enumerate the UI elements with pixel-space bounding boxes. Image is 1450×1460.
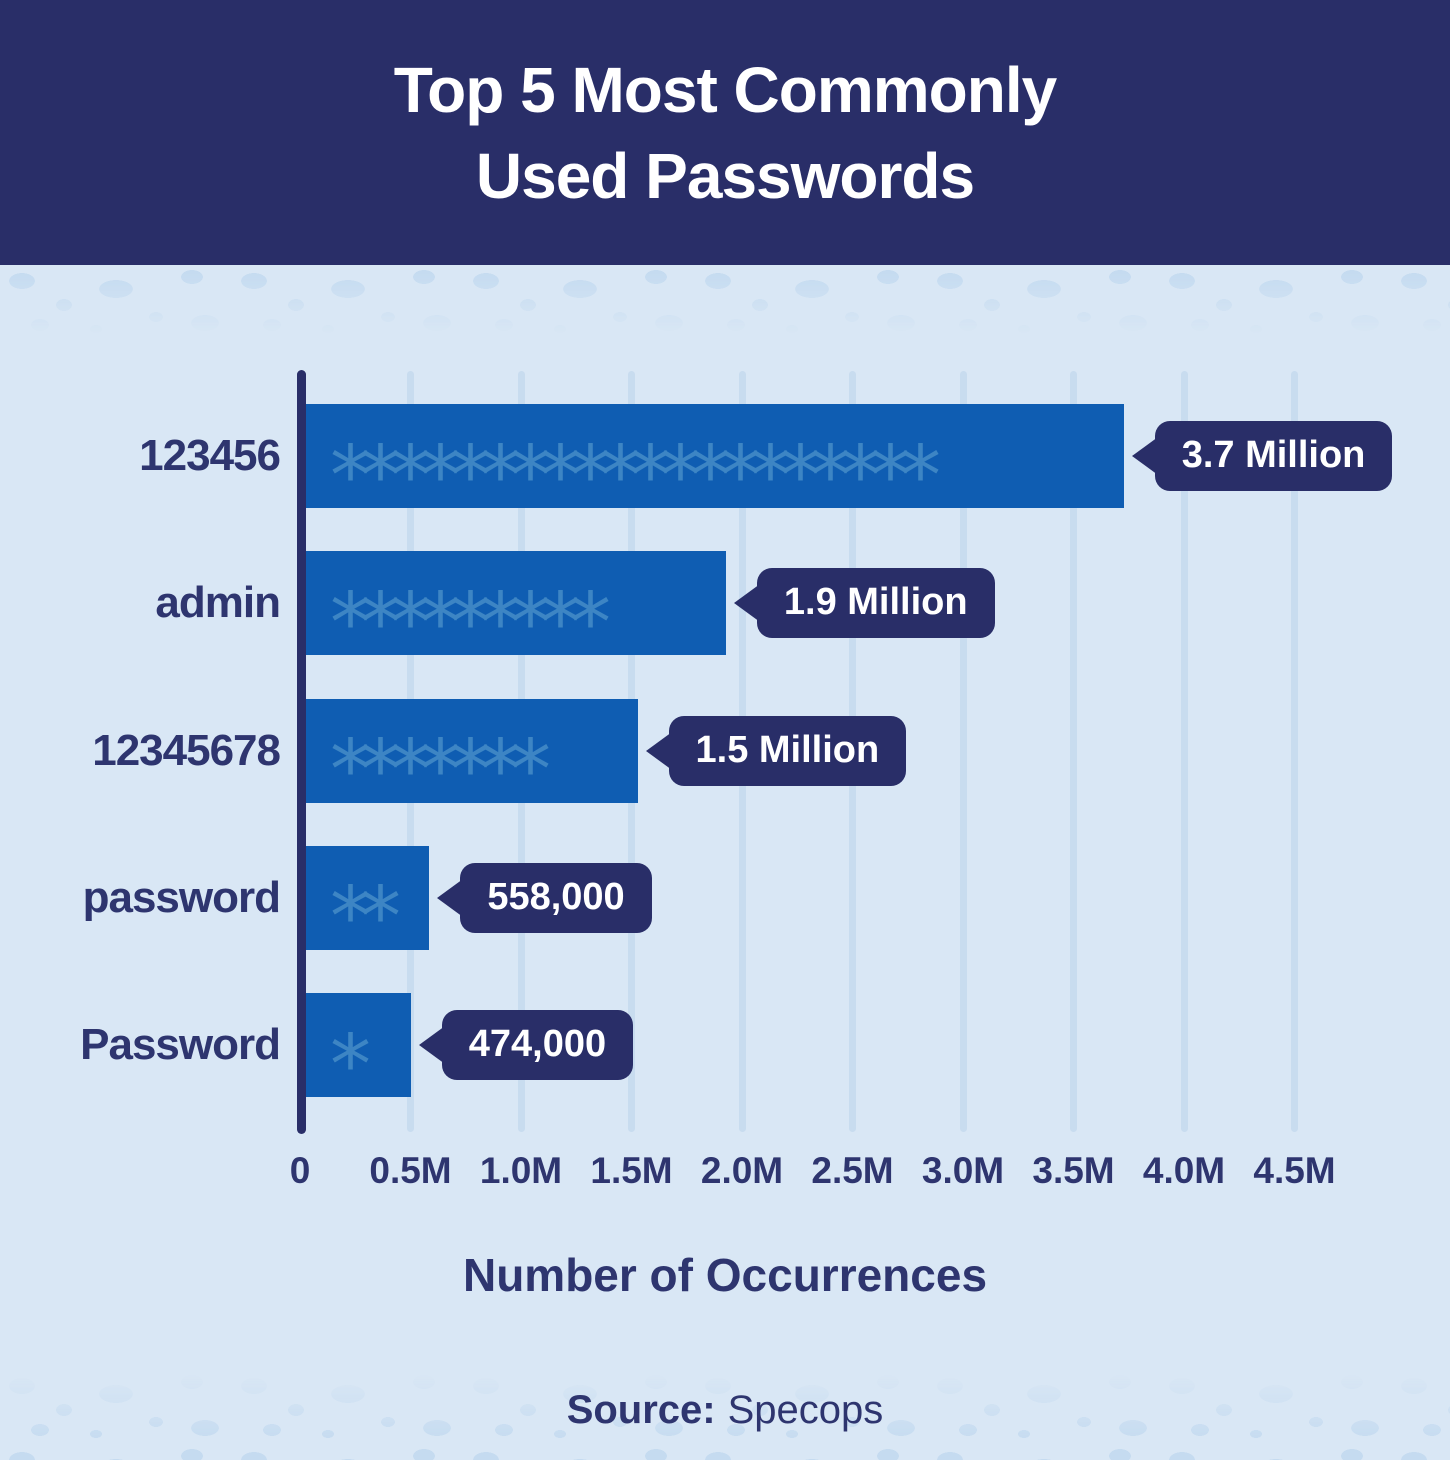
category-label: password [82, 872, 281, 922]
value-callout: 474,000 [418, 1010, 634, 1080]
x-tick-label: 3.5M [1032, 1150, 1115, 1191]
header-banner: Top 5 Most Commonly Used Passwords [0, 0, 1450, 265]
value-label: 558,000 [460, 862, 652, 933]
password-mask-asterisks: ** [330, 870, 401, 950]
x-tick-label: 2.5M [811, 1150, 894, 1191]
x-axis-title: Number of Occurrences [462, 1249, 988, 1301]
value-label: 1.5 Million [668, 715, 907, 786]
value-label: 3.7 Million [1154, 421, 1393, 491]
bar: ******************** [306, 404, 1124, 508]
value-label: 1.9 Million [756, 568, 995, 639]
x-tick-label: 1.5M [590, 1150, 673, 1191]
x-tick-label: 0 [289, 1150, 311, 1191]
grid-line [1291, 371, 1298, 1132]
x-tick-label: 2.0M [700, 1150, 784, 1191]
callout-arrow-icon [645, 731, 672, 770]
callout-arrow-icon [1131, 437, 1158, 475]
y-axis-line [297, 370, 306, 1134]
password-mask-asterisks: * [330, 1017, 371, 1098]
grid-line [1070, 371, 1077, 1132]
source-label: Source: [566, 1388, 716, 1432]
chart-title: Top 5 Most Commonly Used Passwords [393, 47, 1057, 219]
bar-row: 12345678 ******* 1.5 Million [0, 698, 1450, 803]
bar-row: Password * 474,000 [0, 993, 1450, 1097]
value-callout: 1.5 Million [645, 715, 907, 786]
value-callout: 558,000 [437, 862, 652, 933]
x-tick-label: 0.5M [369, 1150, 452, 1191]
bar-row: password ** 558,000 [0, 845, 1450, 950]
callout-arrow-icon [733, 584, 760, 623]
bar: ** [306, 845, 430, 950]
callout-arrow-icon [437, 878, 464, 917]
bar: ******* [306, 698, 638, 803]
value-label: 474,000 [441, 1010, 634, 1080]
category-label: admin [155, 578, 281, 628]
value-callout: 1.9 Million [733, 568, 995, 639]
password-mask-asterisks: ******* [330, 723, 551, 803]
bar: * [306, 993, 411, 1097]
source-value: Specops [727, 1388, 884, 1432]
value-callout: 3.7 Million [1131, 421, 1393, 491]
category-label: 123456 [139, 431, 281, 480]
x-tick-label: 3.0M [921, 1150, 1005, 1191]
password-mask-asterisks: ******************** [330, 428, 941, 509]
source-line: Source: Specops [0, 1388, 1450, 1433]
chart-title-line-1: Top 5 Most Commonly [393, 53, 1057, 126]
bar: ********* [306, 551, 726, 656]
bar-row: 123456 ******************** 3.7 Million [0, 404, 1450, 508]
category-label: 12345678 [92, 725, 281, 775]
grid-line [959, 371, 967, 1132]
callout-arrow-icon [418, 1026, 445, 1064]
category-label: Password [80, 1020, 281, 1069]
password-mask-asterisks: ********* [330, 575, 611, 656]
grid-line [1180, 371, 1188, 1132]
chart-title-line-2: Used Passwords [475, 139, 975, 212]
x-tick-label: 4.0M [1142, 1150, 1226, 1191]
x-tick-label: 1.0M [479, 1150, 563, 1191]
x-tick-label: 4.5M [1253, 1150, 1336, 1191]
bar-row: admin ********* 1.9 Million [0, 551, 1450, 656]
